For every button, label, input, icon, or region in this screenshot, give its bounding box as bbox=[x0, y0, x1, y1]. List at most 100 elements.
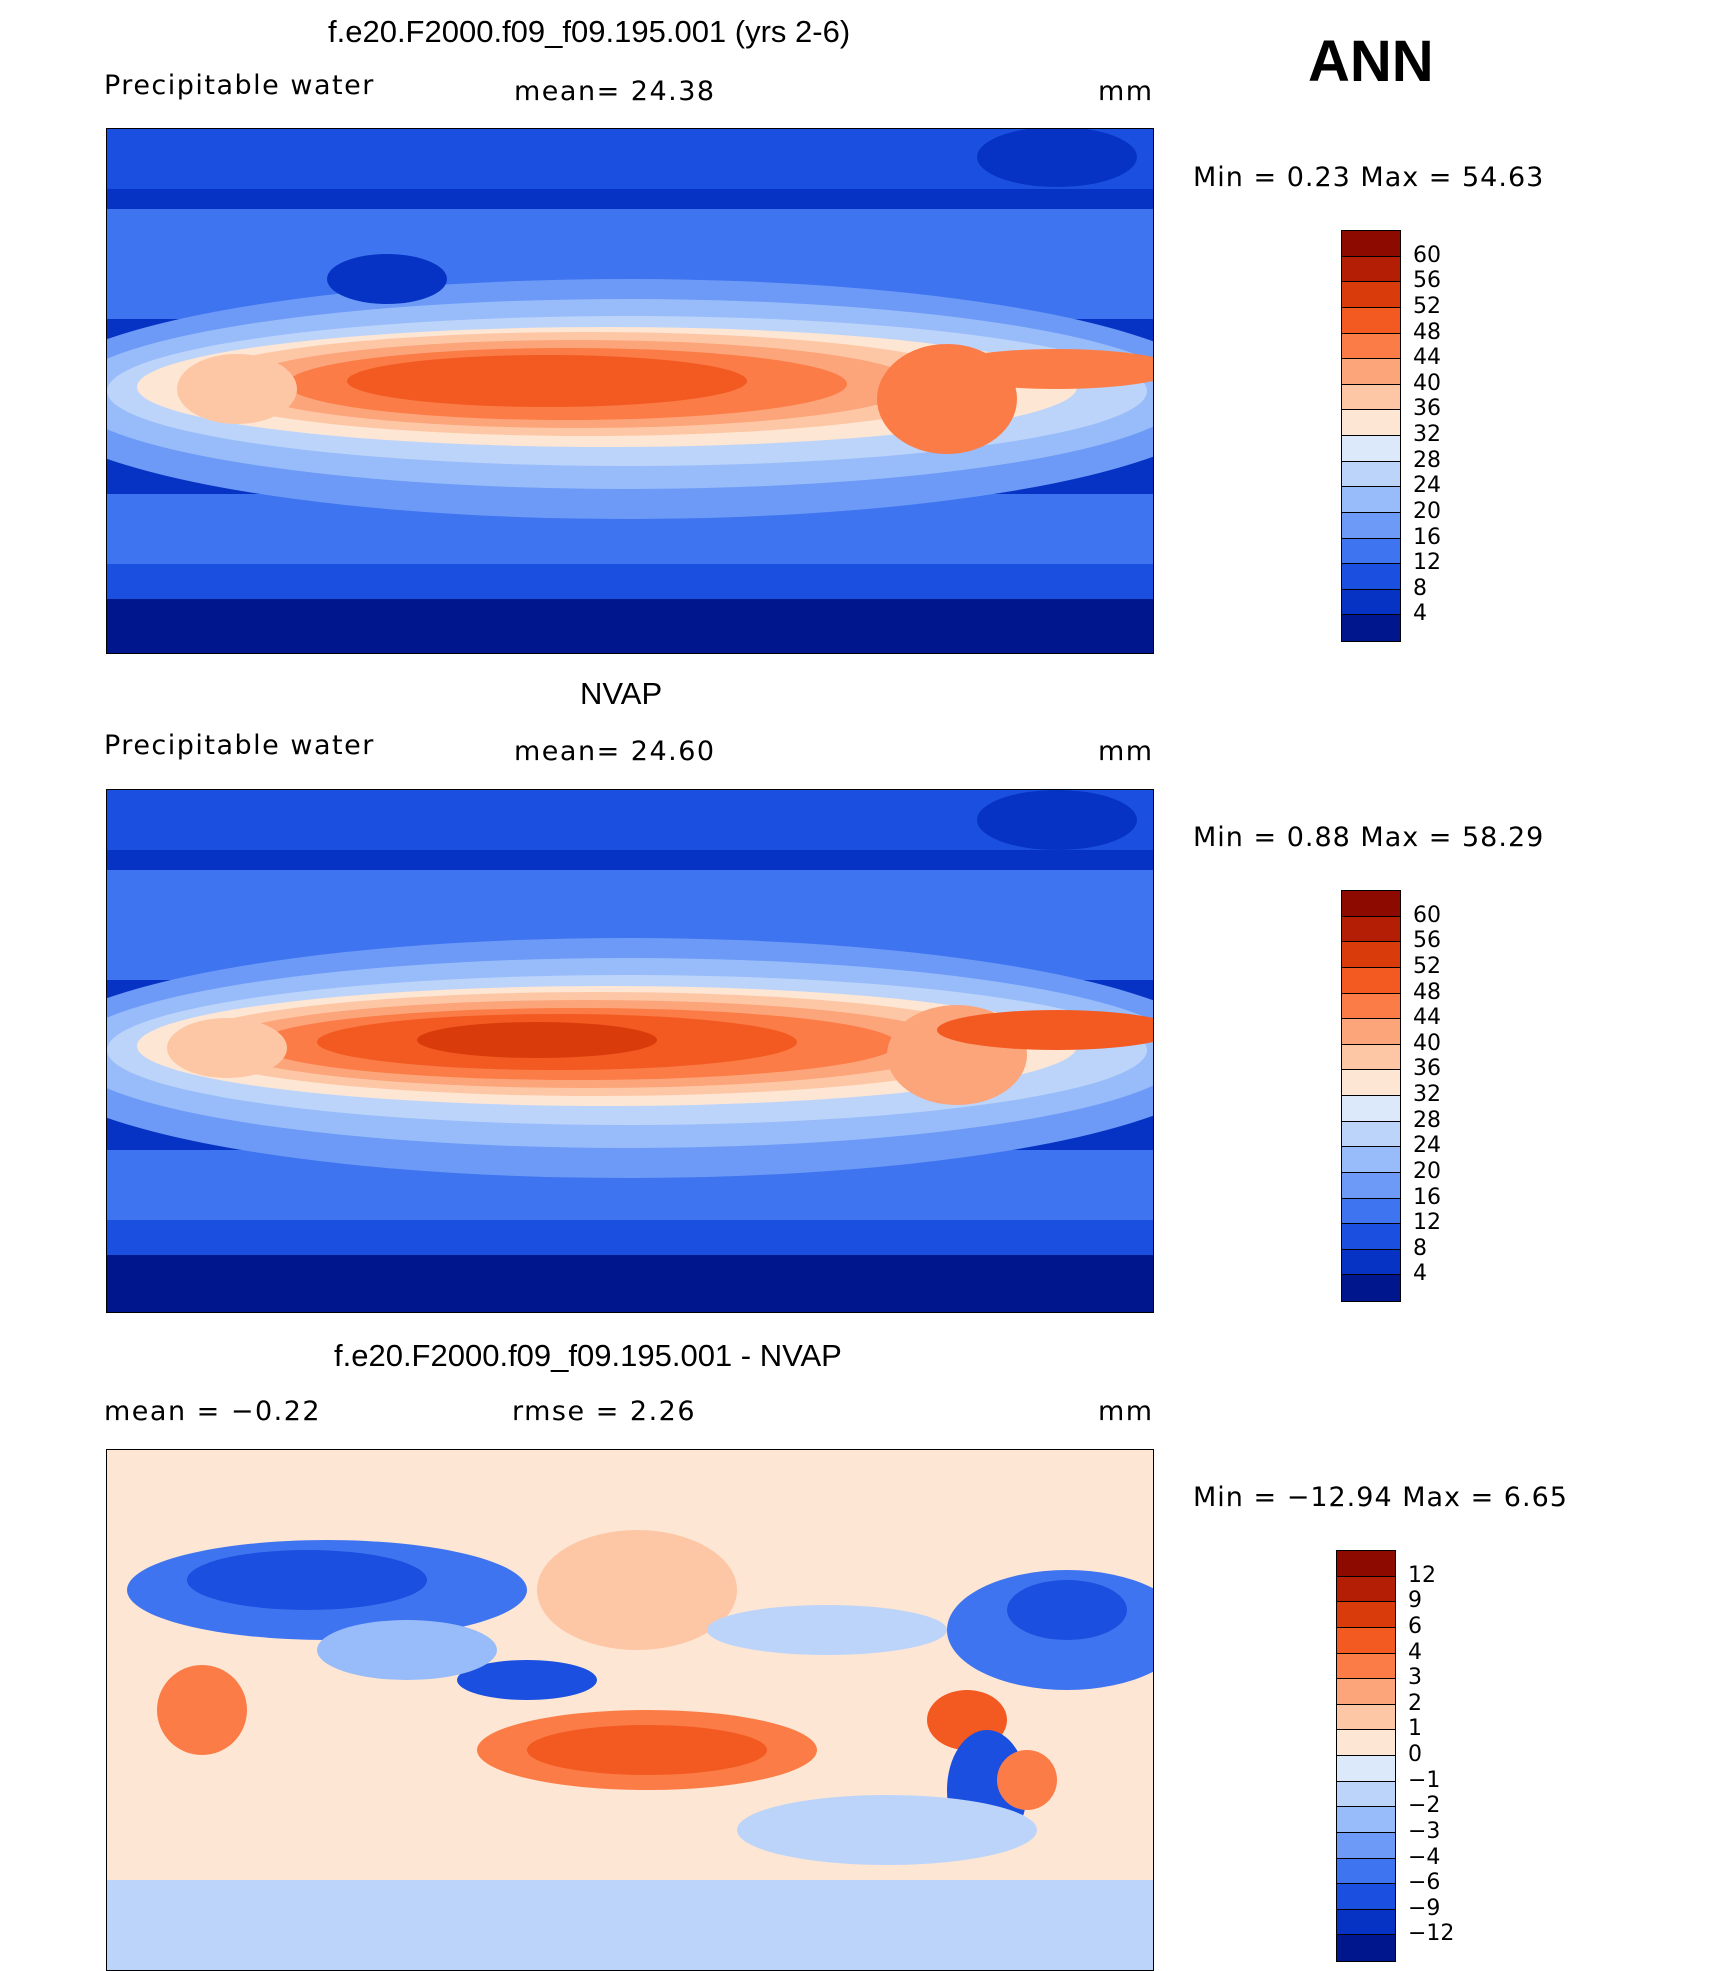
colorbar-tick-label: 48 bbox=[1413, 319, 1441, 345]
colorbar-swatch bbox=[1342, 1172, 1400, 1199]
colorbar-swatch bbox=[1337, 1832, 1395, 1859]
colorbar-swatch bbox=[1337, 1602, 1395, 1628]
colorbar-swatch bbox=[1337, 1576, 1395, 1603]
colorbar-swatch bbox=[1337, 1909, 1395, 1936]
panel3-rmse-label: rmse = 2.26 bbox=[512, 1396, 697, 1427]
colorbar-swatch bbox=[1342, 1224, 1400, 1250]
colorbar-tick-label: 56 bbox=[1413, 268, 1441, 294]
colorbar-swatch bbox=[1342, 538, 1400, 565]
colorbar-tick-label: 24 bbox=[1413, 1133, 1441, 1159]
colorbar-swatch bbox=[1342, 384, 1400, 411]
panel1-minmax: Min = 0.23 Max = 54.63 bbox=[1193, 162, 1545, 193]
colorbar-tick-label: 44 bbox=[1413, 1005, 1441, 1031]
colorbar-tick-label: 8 bbox=[1413, 1235, 1427, 1261]
colorbar-tick-label: 36 bbox=[1413, 396, 1441, 422]
colorbar-swatch bbox=[1342, 1070, 1400, 1096]
colorbar-tick-label: −3 bbox=[1408, 1818, 1441, 1844]
colorbar-tick-label: 52 bbox=[1413, 293, 1441, 319]
colorbar-tick-label: 28 bbox=[1413, 1107, 1441, 1133]
colorbar-tick-label: 16 bbox=[1413, 524, 1441, 550]
colorbar-swatch bbox=[1337, 1756, 1395, 1782]
panel3-minmax: Min = −12.94 Max = 6.65 bbox=[1193, 1482, 1568, 1513]
colorbar-tick-label: −2 bbox=[1408, 1793, 1441, 1819]
panel3-units: mm bbox=[1098, 1396, 1154, 1427]
colorbar-tick-label: 44 bbox=[1413, 345, 1441, 371]
colorbar-tick-label: 20 bbox=[1413, 1158, 1441, 1184]
colorbar-swatch bbox=[1337, 1807, 1395, 1833]
colorbar-tick-label: 6 bbox=[1408, 1613, 1422, 1639]
panel1-colorbar bbox=[1341, 230, 1401, 642]
colorbar-swatch bbox=[1342, 615, 1400, 641]
colorbar-swatch bbox=[1342, 564, 1400, 590]
colorbar-swatch bbox=[1342, 1096, 1400, 1122]
colorbar-tick-label: 0 bbox=[1408, 1742, 1422, 1767]
panel1-map bbox=[106, 128, 1154, 654]
colorbar-tick-label: 36 bbox=[1413, 1056, 1441, 1082]
colorbar-swatch bbox=[1337, 1858, 1395, 1885]
colorbar-swatch bbox=[1337, 1730, 1395, 1756]
colorbar-tick-label: −1 bbox=[1408, 1767, 1441, 1793]
colorbar-tick-label: −6 bbox=[1408, 1870, 1441, 1896]
colorbar-swatch bbox=[1342, 589, 1400, 616]
panel2-colorbar bbox=[1341, 890, 1401, 1302]
colorbar-tick-label: 4 bbox=[1413, 1261, 1427, 1287]
colorbar-tick-label: −9 bbox=[1408, 1895, 1441, 1921]
colorbar-tick-label: 48 bbox=[1413, 979, 1441, 1005]
colorbar-tick-label: 32 bbox=[1413, 1082, 1441, 1107]
colorbar-swatch bbox=[1342, 891, 1400, 917]
panel2-title: NVAP bbox=[580, 676, 663, 711]
colorbar-tick-label: 3 bbox=[1408, 1665, 1422, 1691]
colorbar-swatch bbox=[1342, 1044, 1400, 1071]
colorbar-swatch bbox=[1337, 1551, 1395, 1577]
colorbar-swatch bbox=[1342, 1121, 1400, 1148]
colorbar-swatch bbox=[1342, 1147, 1400, 1173]
colorbar-swatch bbox=[1337, 1935, 1395, 1961]
panel2-units: mm bbox=[1098, 736, 1154, 767]
panel3-colorbar bbox=[1336, 1550, 1396, 1962]
colorbar-tick-label: 56 bbox=[1413, 928, 1441, 954]
colorbar-swatch bbox=[1342, 942, 1400, 968]
colorbar-swatch bbox=[1342, 1019, 1400, 1045]
colorbar-tick-label: 8 bbox=[1413, 575, 1427, 601]
colorbar-swatch bbox=[1337, 1704, 1395, 1731]
colorbar-tick-label: −12 bbox=[1408, 1921, 1455, 1947]
colorbar-swatch bbox=[1342, 487, 1400, 513]
panel3-contour-field bbox=[107, 1450, 1153, 1970]
colorbar-tick-label: 9 bbox=[1408, 1588, 1422, 1614]
colorbar-swatch bbox=[1342, 410, 1400, 436]
panel3-title: f.e20.F2000.f09_f09.195.001 - NVAP bbox=[334, 1338, 842, 1373]
colorbar-tick-label: 32 bbox=[1413, 422, 1441, 447]
panel3-map bbox=[106, 1449, 1154, 1971]
colorbar-swatch bbox=[1342, 307, 1400, 334]
panel3-mean-label: mean = −0.22 bbox=[104, 1396, 322, 1427]
colorbar-swatch bbox=[1342, 359, 1400, 385]
colorbar-swatch bbox=[1337, 1884, 1395, 1910]
panel2-contour-field bbox=[107, 790, 1153, 1312]
colorbar-tick-label: 60 bbox=[1413, 902, 1441, 928]
colorbar-tick-label: 40 bbox=[1413, 1030, 1441, 1056]
colorbar-tick-label: 20 bbox=[1413, 498, 1441, 524]
panel1-units: mm bbox=[1098, 76, 1154, 107]
colorbar-tick-label: 4 bbox=[1413, 601, 1427, 627]
colorbar-tick-label: 12 bbox=[1413, 1210, 1441, 1236]
colorbar-swatch bbox=[1337, 1679, 1395, 1705]
colorbar-swatch bbox=[1342, 1249, 1400, 1276]
colorbar-swatch bbox=[1342, 436, 1400, 462]
colorbar-tick-label: 52 bbox=[1413, 953, 1441, 979]
colorbar-tick-label: −4 bbox=[1408, 1844, 1441, 1870]
colorbar-swatch bbox=[1337, 1627, 1395, 1654]
colorbar-tick-label: 28 bbox=[1413, 447, 1441, 473]
colorbar-tick-label: 1 bbox=[1408, 1716, 1422, 1742]
panel2-variable-label: Precipitable water bbox=[104, 730, 375, 761]
colorbar-swatch bbox=[1342, 993, 1400, 1020]
colorbar-tick-label: 16 bbox=[1413, 1184, 1441, 1210]
colorbar-tick-label: 60 bbox=[1413, 242, 1441, 268]
colorbar-swatch bbox=[1342, 1198, 1400, 1225]
colorbar-swatch bbox=[1342, 333, 1400, 360]
colorbar-swatch bbox=[1337, 1653, 1395, 1680]
colorbar-swatch bbox=[1342, 282, 1400, 308]
colorbar-swatch bbox=[1342, 967, 1400, 994]
colorbar-tick-label: 40 bbox=[1413, 370, 1441, 396]
colorbar-swatch bbox=[1342, 916, 1400, 943]
colorbar-swatch bbox=[1342, 256, 1400, 283]
